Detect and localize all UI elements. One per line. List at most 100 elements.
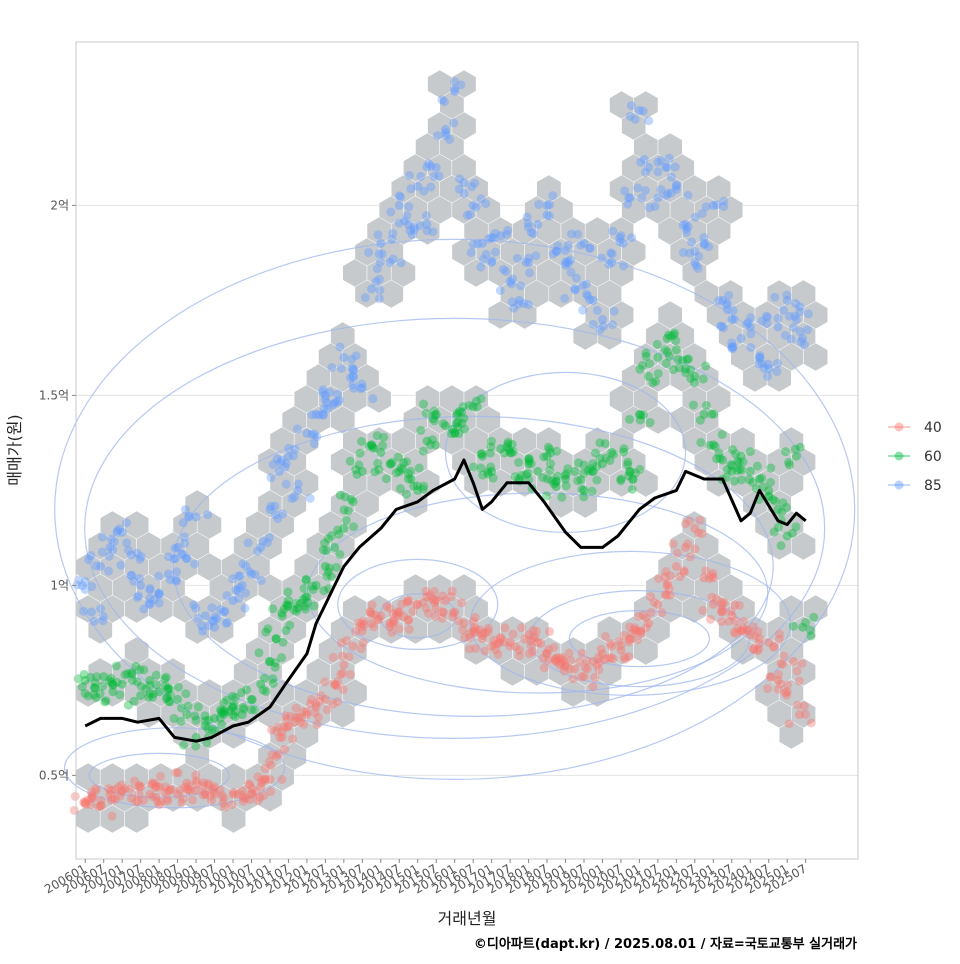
data-point-jitter	[452, 410, 462, 420]
data-point-jitter	[404, 624, 414, 634]
data-point-jitter	[641, 623, 651, 633]
data-point-jitter	[592, 305, 602, 315]
data-point-jitter	[424, 159, 434, 169]
data-point-jitter	[450, 77, 460, 87]
data-point-jitter	[280, 744, 290, 754]
data-point	[798, 333, 808, 343]
data-point-jitter	[599, 654, 609, 664]
data-point-jitter	[277, 775, 287, 785]
data-point-jitter	[225, 706, 235, 716]
data-point-jitter	[640, 185, 650, 195]
data-point-jitter	[438, 419, 448, 429]
data-point	[404, 615, 414, 625]
data-point-jitter	[204, 715, 214, 725]
data-point-jitter	[332, 397, 342, 407]
data-point-jitter	[73, 674, 83, 684]
data-point-jitter	[678, 247, 688, 257]
data-point-jitter	[471, 643, 481, 653]
data-point-jitter	[207, 616, 217, 626]
data-point-jitter	[620, 186, 630, 196]
data-point	[634, 409, 644, 419]
data-point-jitter	[147, 692, 157, 702]
data-point-jitter	[305, 699, 315, 709]
data-point	[413, 599, 423, 609]
data-point-jitter	[742, 319, 752, 329]
data-point-jitter	[80, 585, 90, 595]
data-point-jitter	[260, 673, 270, 683]
data-point-jitter	[152, 680, 162, 690]
data-point-jitter	[284, 443, 294, 453]
data-point-jitter	[499, 448, 509, 458]
data-point	[791, 314, 801, 324]
data-point	[302, 710, 312, 720]
data-point-jitter	[595, 453, 605, 463]
data-point-jitter	[270, 501, 280, 511]
data-point-jitter	[483, 469, 493, 479]
data-point-jitter	[298, 595, 308, 605]
data-point-jitter	[281, 479, 291, 489]
data-point-jitter	[582, 656, 592, 666]
data-point-jitter	[660, 345, 670, 355]
data-point-jitter	[403, 596, 413, 606]
data-point-jitter	[679, 566, 689, 576]
data-point-jitter	[277, 455, 287, 465]
data-point-jitter	[90, 678, 100, 688]
data-point-jitter	[230, 712, 240, 722]
data-point-jitter	[660, 572, 670, 582]
data-point-jitter	[523, 468, 533, 478]
data-point-jitter	[185, 785, 195, 795]
data-point-jitter	[774, 669, 784, 679]
data-point-jitter	[775, 629, 785, 639]
data-point-jitter	[356, 436, 366, 446]
data-point-jitter	[104, 551, 114, 561]
data-point-jitter	[470, 178, 480, 188]
data-point-jitter	[794, 676, 804, 686]
data-point-jitter	[469, 462, 479, 472]
data-point-jitter	[485, 448, 495, 458]
data-point-jitter	[266, 501, 276, 511]
data-point-jitter	[367, 600, 377, 610]
data-point-jitter	[308, 585, 318, 595]
data-point-jitter	[731, 629, 741, 639]
data-point-jitter	[396, 258, 406, 268]
data-point-jitter	[604, 259, 614, 269]
data-point-jitter	[111, 661, 121, 671]
data-point-jitter	[763, 359, 773, 369]
data-point	[431, 603, 441, 613]
data-point-jitter	[701, 202, 711, 212]
data-point	[163, 569, 173, 579]
data-point-jitter	[538, 473, 548, 483]
data-point-jitter	[471, 625, 481, 635]
data-point-jitter	[204, 621, 214, 631]
data-point-jitter	[198, 626, 208, 636]
data-point-jitter	[696, 437, 706, 447]
data-point-jitter	[757, 316, 767, 326]
density-contour	[63, 727, 286, 809]
data-point-jitter	[217, 720, 227, 730]
data-point-jitter	[454, 184, 464, 194]
data-point-jitter	[599, 321, 609, 331]
data-point-jitter	[154, 590, 164, 600]
data-point	[718, 607, 728, 617]
data-point	[154, 782, 164, 792]
data-point-jitter	[80, 798, 90, 808]
data-point-jitter	[209, 616, 219, 626]
data-point-jitter	[104, 676, 114, 686]
data-point-jitter	[270, 662, 280, 672]
data-point-jitter	[356, 644, 366, 654]
data-point-jitter	[145, 583, 155, 593]
data-point-jitter	[595, 438, 605, 448]
data-point-jitter	[243, 538, 253, 548]
data-point-jitter	[755, 351, 765, 361]
data-point	[514, 474, 524, 484]
data-point-jitter	[729, 476, 739, 486]
data-point-jitter	[271, 634, 281, 644]
data-point-jitter	[576, 475, 586, 485]
data-point	[764, 485, 774, 495]
data-point-jitter	[517, 623, 527, 633]
legend-key-point	[894, 422, 904, 432]
data-point-jitter	[536, 638, 546, 648]
data-point-jitter	[318, 387, 328, 397]
data-point-jitter	[627, 484, 637, 494]
legend: 40 60 85	[888, 420, 942, 494]
